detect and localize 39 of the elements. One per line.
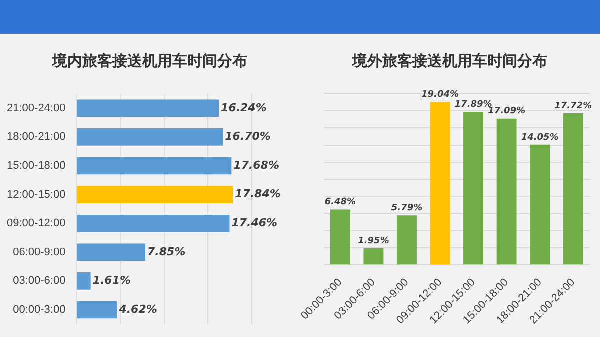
bar (530, 144, 550, 265)
y-tick-label: 18:00-21:00 (7, 131, 66, 144)
data-label: 16.24% (221, 101, 267, 114)
data-label: 17.09% (488, 106, 526, 117)
y-tick-label: 12:00-15:00 (7, 188, 66, 201)
data-label: 17.68% (234, 158, 280, 172)
bar (77, 301, 118, 319)
y-tick-label: 21:00-24:00 (7, 102, 66, 114)
bar (77, 128, 224, 146)
data-label: 17.72% (554, 101, 592, 112)
bar (330, 210, 350, 265)
data-label: 17.84% (235, 188, 281, 201)
bar (464, 112, 484, 265)
bar (364, 248, 384, 265)
bar (77, 186, 234, 204)
data-label: 4.62% (118, 302, 158, 316)
bar (397, 216, 417, 265)
bar (496, 118, 517, 265)
chart-title: 境外旅客接送机用车时间分布 (351, 52, 548, 72)
bar (77, 244, 146, 262)
bar (77, 272, 91, 290)
chart-title: 境内旅客接送机用车时间分布 (51, 52, 248, 72)
y-tick-label: 15:00-18:00 (7, 160, 66, 172)
bar (430, 102, 450, 265)
data-label: 19.04% (422, 90, 460, 100)
data-label: 7.85% (148, 245, 186, 258)
data-label: 6.48% (324, 198, 356, 208)
data-label: 5.79% (391, 203, 423, 214)
data-label: 16.70% (225, 130, 271, 144)
data-label: 17.46% (232, 216, 278, 230)
bar (563, 114, 584, 265)
data-label: 1.61% (92, 274, 131, 288)
bar (77, 157, 232, 175)
data-label: 14.05% (521, 132, 559, 143)
bar (77, 214, 230, 232)
data-label: 1.95% (358, 236, 390, 246)
y-tick-label: 09:00-12:00 (7, 218, 66, 230)
bar (77, 100, 220, 118)
y-tick-label: 06:00-9:00 (13, 246, 66, 258)
